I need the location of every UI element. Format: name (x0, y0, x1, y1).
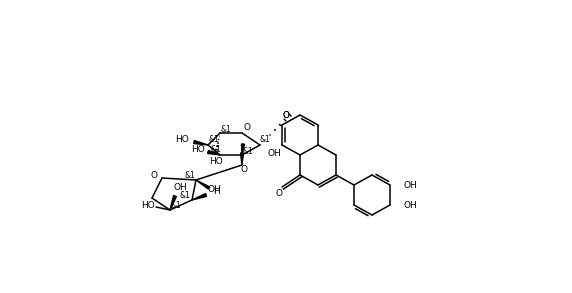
Text: O: O (150, 171, 157, 180)
Text: O: O (240, 164, 248, 173)
Text: OH: OH (173, 183, 187, 193)
Text: &1: &1 (243, 146, 253, 156)
Text: OH: OH (404, 180, 418, 190)
Text: O: O (244, 124, 251, 132)
Text: O: O (283, 110, 289, 120)
Text: OH: OH (404, 200, 418, 209)
Text: H: H (213, 188, 220, 197)
Polygon shape (170, 195, 176, 210)
Text: &1: &1 (170, 202, 181, 210)
Text: HO: HO (141, 202, 155, 210)
Polygon shape (208, 151, 220, 155)
Text: OH: OH (207, 185, 221, 195)
Text: &1: &1 (221, 125, 232, 134)
Text: &1: &1 (209, 135, 220, 144)
Text: HO: HO (191, 144, 205, 154)
Text: HO: HO (175, 135, 189, 144)
Polygon shape (192, 194, 206, 200)
Polygon shape (240, 153, 244, 165)
Text: &1: &1 (210, 146, 221, 154)
Text: &1: &1 (180, 192, 190, 200)
Polygon shape (241, 144, 244, 155)
Text: OH: OH (267, 149, 281, 159)
Text: O: O (276, 188, 283, 197)
Polygon shape (196, 180, 210, 189)
Text: &1: &1 (185, 171, 196, 180)
Text: O: O (283, 110, 289, 120)
Text: HO: HO (209, 156, 223, 166)
Text: &1: &1 (260, 135, 271, 144)
Polygon shape (194, 141, 208, 145)
